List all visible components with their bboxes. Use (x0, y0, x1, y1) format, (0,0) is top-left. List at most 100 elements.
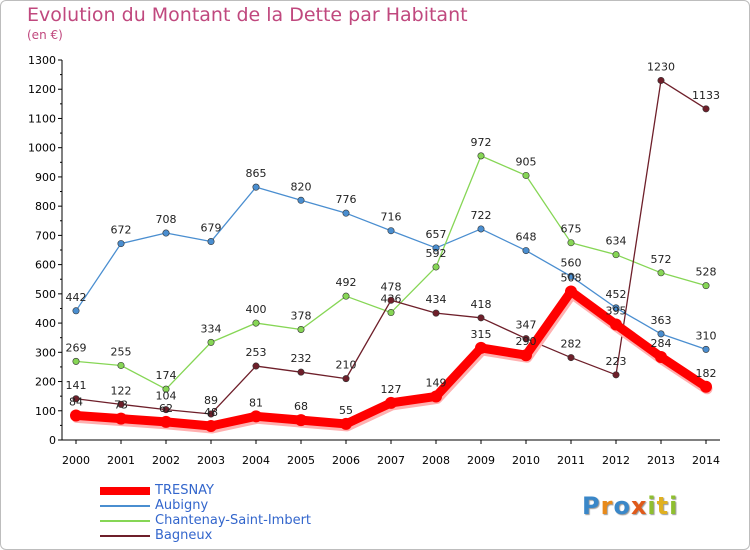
data-label: 776 (336, 193, 357, 206)
data-point (72, 357, 80, 365)
legend-swatch (100, 505, 150, 507)
data-point (702, 105, 710, 113)
data-point (702, 282, 710, 290)
data-point (522, 247, 530, 255)
data-point (387, 309, 395, 317)
data-point (657, 269, 665, 277)
data-point (162, 385, 170, 393)
data-point (207, 410, 215, 418)
y-tick-label: 1300 (28, 54, 56, 67)
data-label: 62 (159, 402, 173, 415)
y-tick-label: 200 (35, 376, 56, 389)
x-tick-label: 2006 (332, 454, 360, 467)
data-label: 81 (249, 396, 263, 409)
data-point (612, 304, 620, 312)
x-tick-label: 2011 (557, 454, 585, 467)
data-point (567, 239, 575, 247)
data-point (432, 263, 440, 271)
data-point (657, 330, 665, 338)
data-label: 232 (291, 352, 312, 365)
data-label: 648 (516, 231, 537, 244)
line-chart: 0 100 200 300 400 500 600 700 800 900 1000 1100 1200… (28, 54, 720, 467)
data-point (252, 183, 260, 191)
data-point (252, 362, 260, 370)
data-point (520, 349, 532, 362)
data-label: 820 (291, 180, 312, 193)
data-point (160, 415, 172, 428)
logo-letter: i (669, 492, 679, 520)
data-label: 442 (66, 291, 87, 304)
data-point (475, 341, 487, 354)
data-label: 572 (651, 253, 672, 266)
data-point (297, 196, 305, 204)
x-tick-label: 2003 (197, 454, 225, 467)
data-label: 708 (156, 213, 177, 226)
data-point (207, 338, 215, 346)
data-label: 141 (66, 379, 87, 392)
data-label: 174 (156, 369, 177, 382)
data-point (700, 380, 712, 393)
data-point (72, 307, 80, 315)
data-label: 73 (114, 399, 128, 412)
y-tick-label: 1100 (28, 112, 56, 125)
legend-swatch (100, 487, 150, 495)
data-label: 363 (651, 314, 672, 327)
x-tick-label: 2008 (422, 454, 450, 467)
data-label: 722 (471, 209, 492, 222)
data-label: 1133 (692, 89, 720, 102)
data-point (117, 400, 125, 408)
data-label: 657 (426, 228, 447, 241)
data-label: 452 (606, 288, 627, 301)
data-label: 492 (336, 276, 357, 289)
data-point (295, 414, 307, 427)
y-tick-label: 300 (35, 346, 56, 359)
data-label: 508 (561, 272, 582, 285)
data-label: 905 (516, 155, 537, 168)
data-label: 672 (111, 224, 132, 237)
data-point (432, 309, 440, 317)
data-label: 434 (426, 293, 447, 306)
data-point (297, 368, 305, 376)
y-tick-label: 1200 (28, 83, 56, 96)
data-label: 310 (696, 329, 717, 342)
data-label: 104 (156, 390, 177, 403)
data-point (612, 371, 620, 379)
data-point (340, 417, 352, 430)
data-point (115, 412, 127, 425)
data-label: 84 (69, 395, 83, 408)
data-point (477, 314, 485, 322)
data-point (250, 410, 262, 423)
data-point (432, 244, 440, 252)
data-point (162, 229, 170, 237)
y-tick-label: 700 (35, 229, 56, 242)
data-point (252, 319, 260, 327)
data-point (72, 395, 80, 403)
data-label: 284 (651, 337, 672, 350)
data-label: 89 (204, 394, 218, 407)
chart-unit: (en €) (27, 28, 63, 42)
data-point (342, 292, 350, 300)
data-label: 418 (471, 298, 492, 311)
data-label: 55 (339, 404, 353, 417)
logo-letter: P (582, 492, 601, 520)
x-tick-label: 2010 (512, 454, 540, 467)
data-label: 48 (204, 406, 218, 419)
data-label: 400 (246, 303, 267, 316)
data-point (477, 152, 485, 160)
legend-label: Aubigny (155, 498, 209, 513)
data-label: 378 (291, 310, 312, 323)
data-point (522, 171, 530, 179)
x-tick-label: 2005 (287, 454, 315, 467)
data-label: 478 (381, 280, 402, 293)
data-point (117, 361, 125, 369)
logo-letter: t (656, 492, 670, 520)
data-label: 592 (426, 247, 447, 260)
data-point (567, 272, 575, 280)
data-point (342, 375, 350, 383)
data-point (610, 318, 622, 331)
data-label: 334 (201, 322, 222, 335)
data-point (612, 251, 620, 259)
data-point (297, 326, 305, 334)
x-tick-label: 2007 (377, 454, 405, 467)
data-label: 290 (516, 335, 537, 348)
